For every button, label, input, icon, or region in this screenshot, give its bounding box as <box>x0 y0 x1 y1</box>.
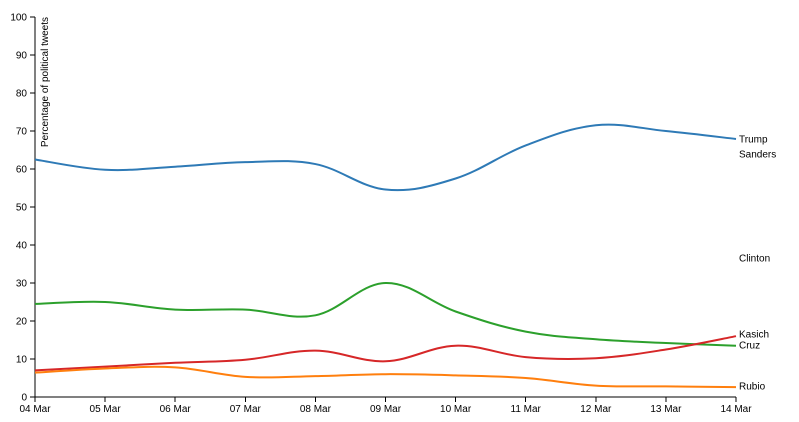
x-tick-label: 06 Mar <box>160 404 192 415</box>
series-label-kasich: Kasich <box>739 330 769 341</box>
x-tick-label: 12 Mar <box>580 404 612 415</box>
x-tick-label: 10 Mar <box>440 404 472 415</box>
series-line-trump <box>34 123 737 192</box>
series-lines <box>34 123 737 389</box>
series-line-cruz <box>34 281 737 347</box>
y-tick-label: 70 <box>16 127 28 138</box>
y-tick-label: 20 <box>16 317 28 328</box>
x-axis: 04 Mar 05 Mar 06 Mar 07 Mar 08 Mar 09 Mar 10 M… <box>19 396 752 415</box>
series-label-trump: Trump <box>739 135 768 146</box>
x-tick-label: 04 Mar <box>19 404 51 415</box>
y-tick-label: 40 <box>16 241 28 252</box>
series-line-kasich <box>34 335 737 372</box>
series-label-rubio: Rubio <box>739 382 766 393</box>
y-tick-label: 30 <box>16 279 28 290</box>
x-tick-label: 05 Mar <box>90 404 122 415</box>
y-tick-label: 90 <box>16 51 28 62</box>
x-tick-label: 14 Mar <box>720 404 752 415</box>
y-tick-label: 10 <box>16 355 28 366</box>
y-tick-label: 50 <box>16 203 28 214</box>
y-tick-label: 80 <box>16 89 28 100</box>
y-axis: 0 10 20 30 40 50 60 70 80 90 100 <box>10 13 36 404</box>
x-tick-label: 09 Mar <box>370 404 402 415</box>
y-tick-label: 100 <box>10 13 27 24</box>
series-line-rubio <box>34 365 737 389</box>
series-label-sanders: Sanders <box>739 150 776 161</box>
series-label-clinton: Clinton <box>739 254 770 265</box>
x-tick-label: 07 Mar <box>230 404 262 415</box>
y-tick-label: 60 <box>16 165 28 176</box>
x-tick-label: 08 Mar <box>300 404 332 415</box>
x-tick-label: 11 Mar <box>511 404 542 415</box>
series-label-cruz: Cruz <box>739 341 760 352</box>
y-axis-label: Percentage of political tweets <box>40 17 51 147</box>
y-tick-label: 0 <box>21 393 27 404</box>
x-tick-label: 13 Mar <box>650 404 682 415</box>
